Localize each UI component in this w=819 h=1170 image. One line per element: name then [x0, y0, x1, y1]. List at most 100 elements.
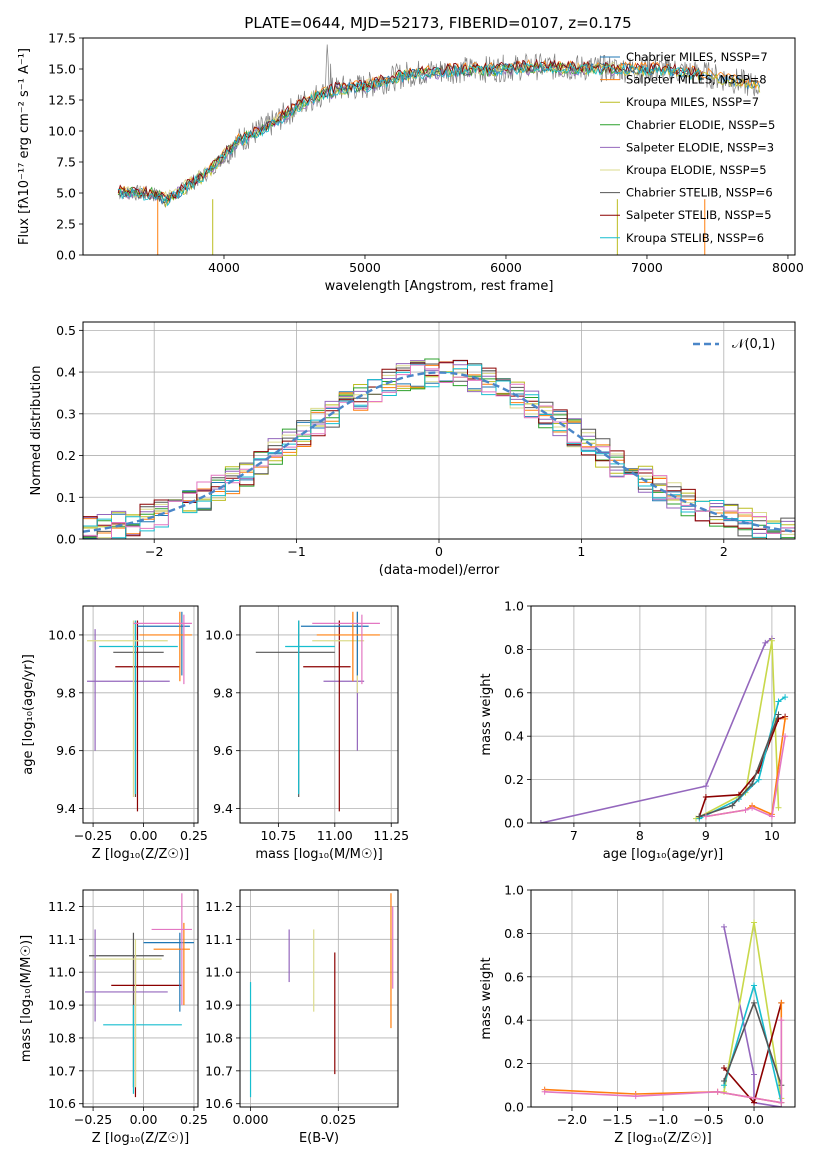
y-tick-label: 9.8 — [56, 685, 76, 700]
x-tick-label: −2.0 — [557, 1112, 587, 1127]
y-tick-label: 11.0 — [48, 965, 76, 980]
x-tick-label: 2 — [720, 544, 728, 559]
weight-line-4 — [699, 714, 780, 818]
weight-marker — [541, 1088, 548, 1095]
weight-marker — [729, 802, 736, 809]
y-tick-label: 0.0 — [56, 248, 76, 263]
plot-area — [85, 893, 194, 1098]
legend-label-5: Kroupa ELODIE, NSSP=5 — [626, 163, 767, 177]
y-tick-label: 12.5 — [48, 93, 76, 108]
weight-marker — [782, 715, 789, 722]
weight-marker — [714, 1088, 721, 1095]
x-tick-label: 4000 — [208, 260, 240, 275]
y-tick-label: 0.6 — [504, 685, 524, 700]
y-tick-label: 0.6 — [504, 969, 524, 984]
y-tick-label: 10.8 — [205, 1030, 233, 1045]
y-tick-label: 10.9 — [48, 998, 76, 1013]
y-tick-label: 10.7 — [48, 1063, 76, 1078]
axes-frame — [82, 605, 199, 824]
y-axis-label: age [log₁₀(age/yr)] — [21, 654, 36, 775]
y-tick-label: 10.9 — [205, 998, 233, 1013]
legend-label-6: Chabrier STELIB, NSSP=6 — [626, 186, 773, 200]
y-tick-label: 11.1 — [48, 932, 76, 947]
panel-7: −2.0 −1.5 −1.0 −0.5 0.0 0.0 0.2 0.4 0.6 0.8 1.0 Z [… — [479, 883, 796, 1146]
y-tick-label: 0.2 — [504, 772, 524, 787]
weight-marker — [751, 1071, 758, 1078]
x-tick-label: 11.25 — [373, 828, 409, 843]
y-tick-label: 10.7 — [205, 1063, 233, 1078]
x-tick-label: 8000 — [772, 260, 804, 275]
weight-marker — [778, 1099, 785, 1106]
y-tick-label: 9.4 — [56, 801, 76, 816]
x-tick-label: −1.5 — [602, 1112, 632, 1127]
x-tick-label: −0.25 — [74, 1112, 112, 1127]
x-axis-label: E(B-V) — [299, 1131, 339, 1146]
axes-frame — [239, 605, 399, 824]
weight-marker — [751, 982, 758, 989]
weight-marker — [768, 813, 775, 820]
y-tick-label: 10.6 — [205, 1096, 233, 1111]
weight-marker — [768, 637, 775, 644]
y-tick-label: 11.1 — [205, 932, 233, 947]
y-tick-label: 0.4 — [504, 729, 524, 744]
y-tick-label: 9.8 — [213, 685, 233, 700]
weight-marker — [775, 804, 782, 811]
y-tick-label: 0.1 — [56, 490, 76, 505]
axes-frame — [239, 889, 399, 1108]
weight-marker — [742, 806, 749, 813]
plot-area — [255, 611, 380, 812]
model-spectrum-7 — [117, 58, 703, 202]
y-tick-label: 9.4 — [213, 801, 233, 816]
y-tick-label: 0.0 — [504, 816, 524, 831]
x-axis-label: Z [log₁₀(Z/Z☉)] — [92, 847, 189, 862]
x-axis-label: Z [log₁₀(Z/Z☉)] — [92, 1131, 189, 1146]
weight-marker — [702, 793, 709, 800]
weight-marker — [537, 820, 544, 823]
x-tick-label: 0.000 — [233, 1112, 269, 1127]
model-spectrum-8 — [118, 61, 703, 207]
weight-marker — [751, 1099, 758, 1106]
weight-marker — [782, 733, 789, 740]
weight-marker — [720, 1077, 727, 1084]
y-tick-label: 11.2 — [48, 899, 76, 914]
x-tick-label: −0.5 — [693, 1112, 723, 1127]
y-tick-label: 9.6 — [213, 743, 233, 758]
weight-marker — [632, 1093, 639, 1100]
y-tick-label: 7.5 — [56, 155, 76, 170]
plot-area — [537, 635, 789, 823]
y-tick-label: 0.2 — [504, 1056, 524, 1071]
y-axis-label: Normed distribution — [29, 366, 44, 496]
plot-area — [83, 358, 795, 539]
y-tick-label: 0.8 — [504, 642, 524, 657]
y-tick-label: 0.4 — [56, 365, 76, 380]
y-tick-label: 11.2 — [205, 899, 233, 914]
residual-histogram-1 — [83, 361, 795, 539]
weight-line-1 — [695, 640, 780, 820]
x-tick-label: 0.025 — [320, 1112, 356, 1127]
y-tick-label: 10.0 — [205, 627, 233, 642]
model-spectrum-6 — [117, 60, 703, 204]
x-axis-label: Z [log₁₀(Z/Z☉)] — [614, 1131, 711, 1146]
weight-marker — [762, 639, 769, 646]
x-tick-label: −0.25 — [74, 828, 112, 843]
x-tick-label: 5000 — [349, 260, 381, 275]
plot-area — [87, 611, 192, 812]
legend-label-7: Salpeter STELIB, NSSP=5 — [626, 208, 772, 222]
x-tick-label: −2 — [145, 544, 163, 559]
panel-5: −0.25 0.00 0.25 10.6 10.7 10.8 10.9 11.0 11.1 11.… — [19, 889, 208, 1146]
legend-label-0: Chabrier MILES, NSSP=7 — [626, 50, 768, 64]
x-tick-label: 0.25 — [180, 828, 208, 843]
legend-label-4: Salpeter ELODIE, NSSP=3 — [626, 140, 774, 154]
y-tick-label: 10.0 — [48, 627, 76, 642]
weight-marker — [702, 783, 709, 790]
x-tick-label: 6000 — [490, 260, 522, 275]
weight-marker — [755, 776, 762, 783]
weight-marker — [696, 813, 703, 820]
axes-frame — [82, 37, 796, 256]
weight-marker — [751, 919, 758, 926]
legend-label-normal: 𝒩(0,1) — [732, 337, 775, 352]
y-tick-label: 1.0 — [504, 883, 524, 898]
y-tick-label: 15.0 — [48, 62, 76, 77]
y-tick-label: 0.0 — [56, 532, 76, 547]
x-axis-label: (data-model)/error — [379, 563, 500, 578]
